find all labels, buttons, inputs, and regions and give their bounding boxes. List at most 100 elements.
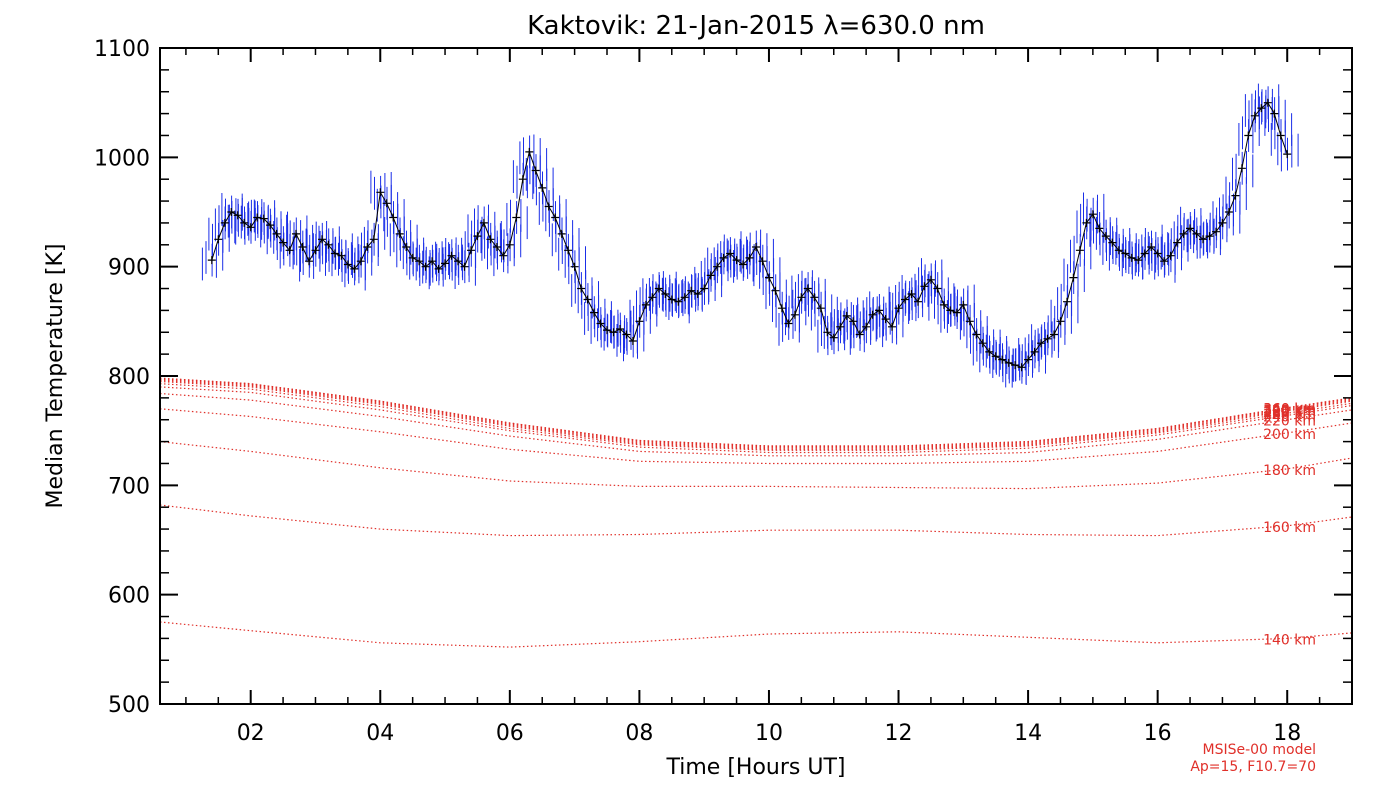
data-point [233,211,242,220]
data-point [1088,210,1097,219]
data-point [1283,150,1292,159]
data-point [894,304,903,313]
data-point [641,300,650,309]
data-point [454,257,462,266]
data-point [706,271,715,280]
data-point [991,352,1000,361]
data-point [667,295,676,304]
data-point [492,243,501,251]
y-tick-label: 500 [108,693,150,718]
data-point [272,229,281,238]
data-point [486,235,495,244]
data-point [395,229,404,238]
data-point [674,297,683,306]
axes: 02 04 06 08 10 12 14 16 18 500 600 700 800 900 1000 110… [94,37,1352,746]
data-point [570,262,579,271]
data-point [311,246,320,255]
data-point [732,256,741,265]
data-point [240,218,249,227]
data-point [829,333,838,342]
data-point [279,238,288,247]
data-point [460,262,469,271]
data-point [1063,297,1071,306]
data-point [777,304,786,313]
data-point [518,175,527,184]
x-tick-label: 14 [1014,721,1042,746]
data-point [499,251,508,260]
data-point [434,264,443,273]
model-line-260km [159,383,1353,451]
data-point [1218,218,1227,227]
x-tick-label: 12 [885,721,913,746]
model-note-name: MSISe-00 model [1202,742,1316,758]
data-point [752,243,760,251]
model-line-label: 180 km [1263,463,1316,479]
data-point [266,221,275,230]
data-point [253,213,262,222]
data-point [603,326,611,335]
data-point [784,319,793,328]
data-point [868,310,877,319]
data-point [1199,235,1207,244]
data-point [324,240,333,249]
data-point [1147,243,1156,251]
data-point [881,315,890,324]
y-axis-title: Median Temperature [K] [43,244,68,509]
data-point [298,243,307,251]
data-point [803,284,812,293]
data-point [1140,249,1149,258]
data-point [596,319,605,328]
plot-frame [159,47,1353,705]
model-line-label: 360 km [1263,402,1316,418]
data-point [1250,111,1259,120]
data-point [1095,224,1104,233]
data-point [421,262,430,271]
data-point [1037,339,1045,348]
data-point [952,308,961,317]
data-point [525,147,534,156]
data-point [693,290,702,298]
data-point [933,284,942,293]
data-point [901,295,909,304]
data-point [544,202,553,211]
model-note-params: Ap=15, F10.7=70 [1190,759,1316,775]
data-point [1179,229,1188,238]
data-point [939,300,948,309]
data-point [479,218,488,227]
data-point [816,304,825,313]
data-point [531,166,540,175]
y-tick-label: 600 [108,584,150,609]
y-tick-label: 800 [108,365,150,390]
data-point [1056,317,1065,326]
data-point [1153,249,1162,258]
data-point [797,293,806,302]
data-point [1017,363,1026,372]
x-tick-label: 18 [1273,721,1301,746]
data-point [1205,232,1214,241]
y-tick-label: 1100 [94,37,150,62]
data-point [1166,251,1175,260]
model-line-label: 140 km [1263,632,1316,648]
data-point [473,232,482,241]
data-point [1075,246,1084,255]
data-point [965,317,974,326]
model-line-label: 220 km [1263,414,1316,430]
data-point [1244,131,1253,140]
data-point [1011,361,1020,370]
model-line-label: 280 km [1263,405,1316,421]
data-point [590,308,598,317]
data-point [1160,257,1169,266]
model-line-label: 240 km [1263,409,1316,425]
model-line-320km [159,378,1353,448]
data-point [1024,355,1033,364]
y-tick-label: 1000 [94,146,150,171]
data-point [680,293,689,302]
data-point [1263,98,1272,107]
data-point [1127,253,1136,262]
data-point [1114,246,1123,255]
data-point [739,260,747,269]
data-point [227,208,236,216]
model-line-340km [159,377,1353,447]
measured-temperature-series [202,0,1299,388]
data-point [1134,256,1143,265]
